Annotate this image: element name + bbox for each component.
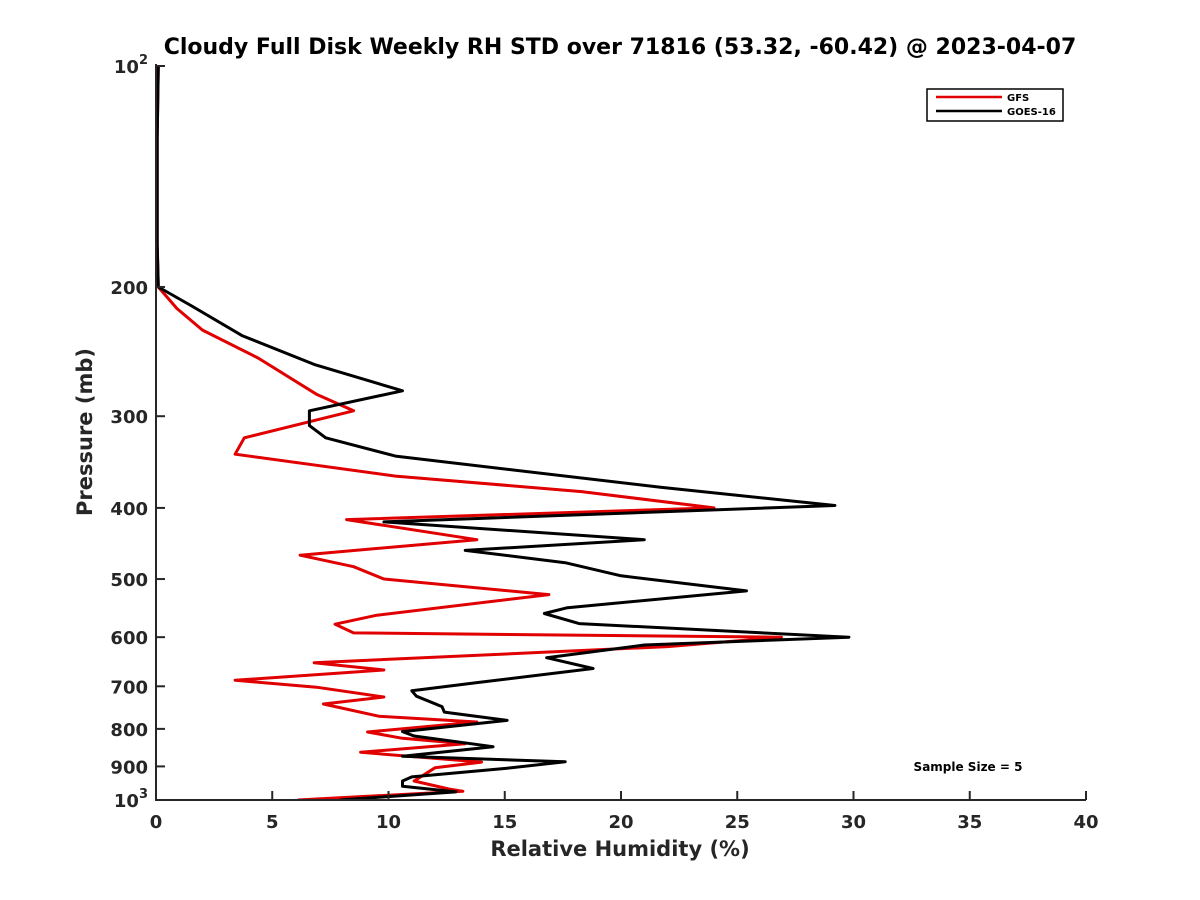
y-tick-label: 900 [110,757,148,778]
x-tick-label: 15 [492,812,517,833]
sample-size-annotation: Sample Size = 5 [914,760,1023,774]
x-tick-label: 35 [957,812,982,833]
y-tick-label: 800 [110,720,148,741]
series-line-gfs [155,65,783,801]
plot-area [155,65,851,801]
legend-box [926,88,1064,122]
legend-label-goes-16: GOES-16 [1007,107,1056,118]
x-axis-label: Relative Humidity (%) [490,837,749,861]
series-layer [155,65,851,801]
axes [155,64,1086,801]
y-tick-label: 300 [110,407,148,428]
x-tick-label: 40 [1073,812,1098,833]
x-tick-label: 30 [841,812,866,833]
x-tick-label: 0 [150,812,163,833]
x-tick-label: 20 [608,812,633,833]
y-axis-label: Pressure (mb) [73,348,97,516]
x-tick-label: 25 [725,812,750,833]
y-tick-label: 102 [114,53,148,78]
legend-label-gfs: GFS [1007,93,1029,104]
y-tick-label: 500 [110,570,148,591]
legend: GFS GOES-16 [926,88,1064,122]
y-tick-label: 103 [114,787,148,812]
x-tick-label: 5 [266,812,279,833]
x-tick-label: 10 [376,812,401,833]
y-tick-label: 400 [110,499,148,520]
chart-title: Cloudy Full Disk Weekly RH STD over 7181… [164,35,1077,60]
y-tick-label: 700 [110,677,148,698]
y-tick-label: 200 [110,278,148,299]
y-ticks: 102 200 300 400 500 600 700 800 900 103 [110,53,165,812]
y-tick-label: 600 [110,628,148,649]
series-line-goes-16 [155,65,851,801]
x-ticks: 0 5 10 15 20 25 30 35 40 [150,791,1099,833]
